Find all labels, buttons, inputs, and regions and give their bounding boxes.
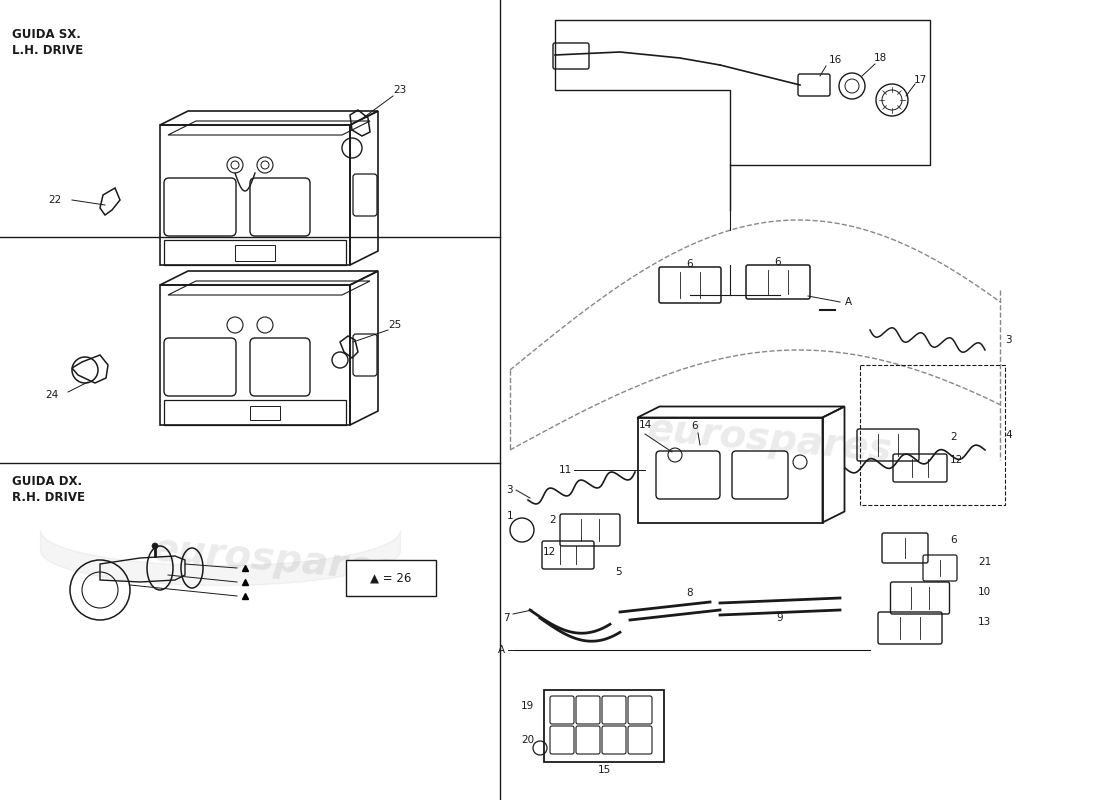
Text: 12: 12 [950,455,964,465]
Text: 3: 3 [506,485,513,495]
Text: 15: 15 [597,765,611,775]
Text: ▲ = 26: ▲ = 26 [371,571,411,585]
Text: 13: 13 [978,617,991,627]
Text: 6: 6 [692,421,698,431]
Text: 11: 11 [559,465,572,475]
Text: 23: 23 [394,85,407,95]
Text: GUIDA SX.: GUIDA SX. [12,28,81,41]
Text: A: A [845,297,853,307]
Text: 6: 6 [774,257,781,267]
Text: 1: 1 [506,511,513,521]
Text: 6: 6 [686,259,693,269]
Text: L.H. DRIVE: L.H. DRIVE [12,44,84,57]
Text: 14: 14 [638,420,651,430]
Text: eurospares: eurospares [151,530,399,590]
Text: 21: 21 [978,557,991,567]
Text: 4: 4 [1005,430,1012,440]
Text: 7: 7 [504,613,510,623]
Text: 6: 6 [950,535,957,545]
Text: 22: 22 [48,195,62,205]
Text: 25: 25 [388,320,401,330]
Text: 10: 10 [978,587,991,597]
Circle shape [152,543,158,549]
Text: eurospares: eurospares [646,410,894,470]
Text: 12: 12 [542,547,556,557]
Text: R.H. DRIVE: R.H. DRIVE [12,491,85,504]
Text: 16: 16 [828,55,842,65]
Text: 9: 9 [777,613,783,623]
FancyBboxPatch shape [346,560,436,596]
Text: 18: 18 [873,53,887,63]
Text: 8: 8 [686,588,693,598]
Text: 17: 17 [913,75,926,85]
Text: 2: 2 [549,515,556,525]
Text: 5: 5 [615,567,622,577]
Text: 2: 2 [950,432,957,442]
Text: 19: 19 [520,701,534,711]
Text: GUIDA DX.: GUIDA DX. [12,475,82,488]
Text: 24: 24 [45,390,58,400]
Text: 3: 3 [1005,335,1012,345]
Text: 20: 20 [521,735,534,745]
Text: A: A [498,645,505,655]
